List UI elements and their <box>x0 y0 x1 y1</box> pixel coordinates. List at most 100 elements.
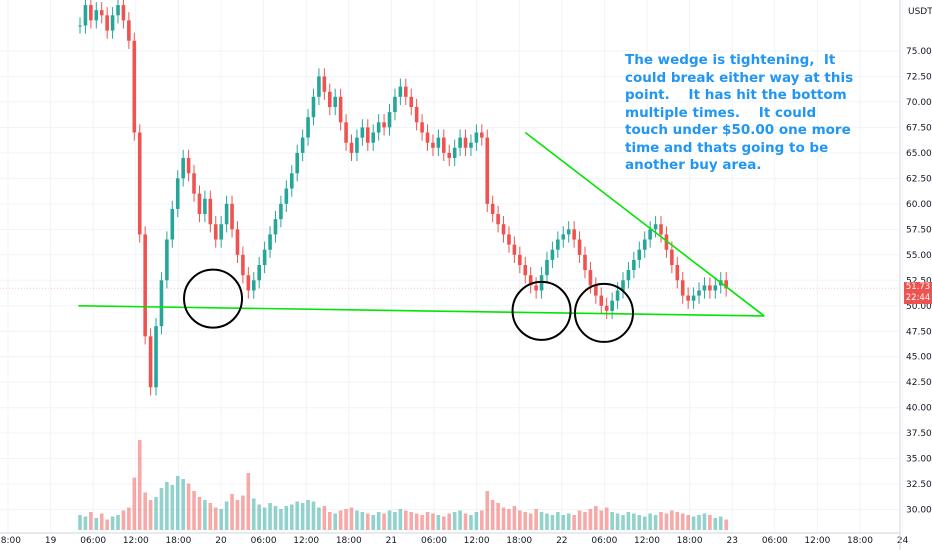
bar-countdown: 22:44 <box>905 293 931 304</box>
candle-body <box>213 224 218 240</box>
candle-body <box>197 193 202 215</box>
x-tick-label: 20 <box>215 536 227 546</box>
candle-body <box>121 5 126 21</box>
candle-body <box>594 285 598 296</box>
y-tick-label: 57.50 <box>906 225 932 235</box>
volume-bar <box>713 518 718 530</box>
volume-bar <box>566 513 571 530</box>
candle-body <box>148 336 153 388</box>
candle-body <box>680 280 685 296</box>
volume-bar <box>257 504 261 530</box>
candle-body <box>469 142 473 148</box>
volume-bar <box>300 503 305 530</box>
volume-bar <box>235 500 240 530</box>
volume-bar <box>480 510 484 530</box>
volume-bar <box>83 516 88 530</box>
volume-bar <box>637 515 642 530</box>
candle-body <box>697 290 701 296</box>
volume-bar <box>213 507 218 530</box>
wedge-trendline[interactable] <box>78 304 765 317</box>
candle-body <box>208 198 213 225</box>
y-tick-label: 42.50 <box>906 378 932 388</box>
candle-body <box>686 295 690 301</box>
support-touch-circle[interactable] <box>183 268 244 329</box>
volume-bar <box>686 515 690 530</box>
volume-bar <box>583 512 587 530</box>
volume-bar <box>186 483 191 530</box>
candle-body <box>170 208 175 240</box>
x-tick-label: 06:00 <box>80 536 106 546</box>
candle-body <box>458 137 462 148</box>
candle-body <box>230 203 234 230</box>
y-tick-label: 30.00 <box>906 506 932 516</box>
candle-body <box>175 178 180 209</box>
volume-bar <box>409 512 414 530</box>
volume-bar <box>197 497 202 530</box>
volume-bar <box>545 513 549 530</box>
candle-body <box>447 152 452 158</box>
x-tick-label: 12:00 <box>464 536 490 546</box>
candle-body <box>702 285 707 291</box>
volume-bar <box>708 515 712 530</box>
candle-body <box>409 96 414 108</box>
x-tick-label: 19 <box>45 536 57 546</box>
x-tick-label: 06:00 <box>762 536 788 546</box>
candle-body <box>78 25 82 27</box>
volume-bar <box>670 510 674 530</box>
candle-body <box>588 270 593 286</box>
candle-body <box>306 117 310 138</box>
y-tick-label: 65.00 <box>906 149 932 159</box>
support-touch-circle[interactable] <box>511 280 572 341</box>
candle-body <box>523 265 528 276</box>
volume-bar <box>691 516 696 530</box>
volume-bar <box>653 515 658 530</box>
y-tick-label: 35.00 <box>906 455 932 465</box>
candle-body <box>241 254 245 276</box>
y-tick-label: 52.50 <box>906 276 932 286</box>
volume-bar <box>344 509 348 530</box>
candle-body <box>94 10 99 21</box>
x-tick-label: 22 <box>556 536 567 546</box>
candle-body <box>360 127 365 138</box>
volume-bar <box>675 512 680 530</box>
volume-bar <box>702 513 707 530</box>
candle-body <box>279 203 283 220</box>
volume-bar <box>610 512 614 530</box>
volume-bar <box>121 510 126 530</box>
volume-bar <box>659 512 663 530</box>
support-touch-circle[interactable] <box>573 282 634 343</box>
volume-bar <box>262 507 267 530</box>
volume-bar <box>572 515 576 530</box>
candle-body <box>127 20 131 41</box>
volume-bar <box>528 513 533 530</box>
y-tick-label: 72.50 <box>906 72 932 82</box>
candle-body <box>376 122 381 133</box>
volume-bar <box>295 501 299 530</box>
volume-bar <box>496 503 500 530</box>
volume-bar <box>442 516 446 530</box>
candle-body <box>528 275 533 286</box>
volume-bar <box>284 506 289 530</box>
candle-body <box>311 96 316 118</box>
volume-bar <box>306 500 310 530</box>
candle-body <box>224 203 229 225</box>
volume-bar <box>376 512 381 530</box>
volume-bar <box>148 500 153 530</box>
volume-bar <box>463 513 468 530</box>
candle-body <box>566 229 571 235</box>
volume-bar <box>642 516 647 530</box>
wedge-trendline[interactable] <box>524 131 765 317</box>
volume-bar <box>89 512 93 530</box>
x-tick-label: 06:00 <box>591 536 617 546</box>
y-tick-label: 37.50 <box>906 429 932 439</box>
volume-bar <box>159 488 164 530</box>
volume-bar <box>311 501 316 530</box>
candle-body <box>659 224 663 235</box>
volume-bar <box>632 513 636 530</box>
candle-body <box>251 280 256 291</box>
candle-body <box>203 198 207 215</box>
volume-bar <box>577 510 582 530</box>
candle-body <box>490 203 495 215</box>
